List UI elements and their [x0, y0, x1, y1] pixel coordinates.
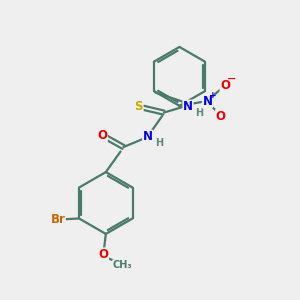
Text: S: S — [135, 100, 143, 113]
Text: N: N — [202, 95, 212, 108]
Text: Br: Br — [50, 213, 65, 226]
Text: −: − — [227, 74, 236, 84]
Text: H: H — [155, 138, 163, 148]
Text: N: N — [183, 100, 193, 113]
Text: O: O — [97, 129, 107, 142]
Text: +: + — [209, 91, 217, 100]
Text: N: N — [142, 130, 153, 143]
Text: O: O — [220, 79, 230, 92]
Text: CH₃: CH₃ — [113, 260, 132, 270]
Text: O: O — [98, 248, 109, 261]
Text: H: H — [195, 108, 203, 118]
Text: O: O — [216, 110, 226, 123]
